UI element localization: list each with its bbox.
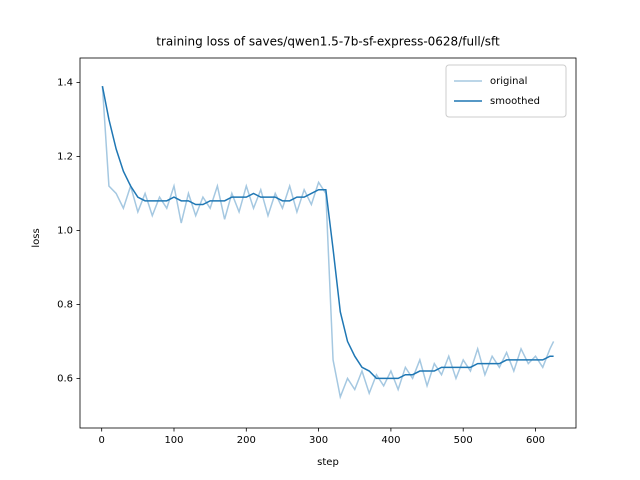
plot-frame bbox=[79, 57, 577, 429]
line-series bbox=[101, 85, 554, 380]
x-tick-label: 0 bbox=[99, 435, 105, 446]
x-tick-label: 500 bbox=[454, 435, 473, 446]
chart-title: training loss of saves/qwen1.5-7b-sf-exp… bbox=[156, 35, 500, 49]
legend-label: smoothed bbox=[490, 96, 540, 107]
legend-box bbox=[445, 64, 567, 118]
y-tick-label: 1.2 bbox=[57, 151, 73, 162]
y-axis-label: loss bbox=[31, 228, 42, 247]
y-tick-label: 1.0 bbox=[57, 225, 73, 236]
y-tick-label: 0.6 bbox=[57, 373, 73, 384]
x-tick-label: 200 bbox=[237, 435, 256, 446]
x-tick-label: 300 bbox=[309, 435, 328, 446]
legend-label: original bbox=[490, 76, 527, 87]
x-axis-label: step bbox=[317, 457, 339, 468]
x-tick-label: 600 bbox=[526, 435, 545, 446]
y-tick-label: 1.4 bbox=[57, 77, 73, 88]
y-tick-label: 0.8 bbox=[57, 299, 73, 310]
line-series bbox=[101, 86, 555, 400]
x-tick-label: 400 bbox=[381, 435, 400, 446]
x-tick-label: 100 bbox=[164, 435, 183, 446]
